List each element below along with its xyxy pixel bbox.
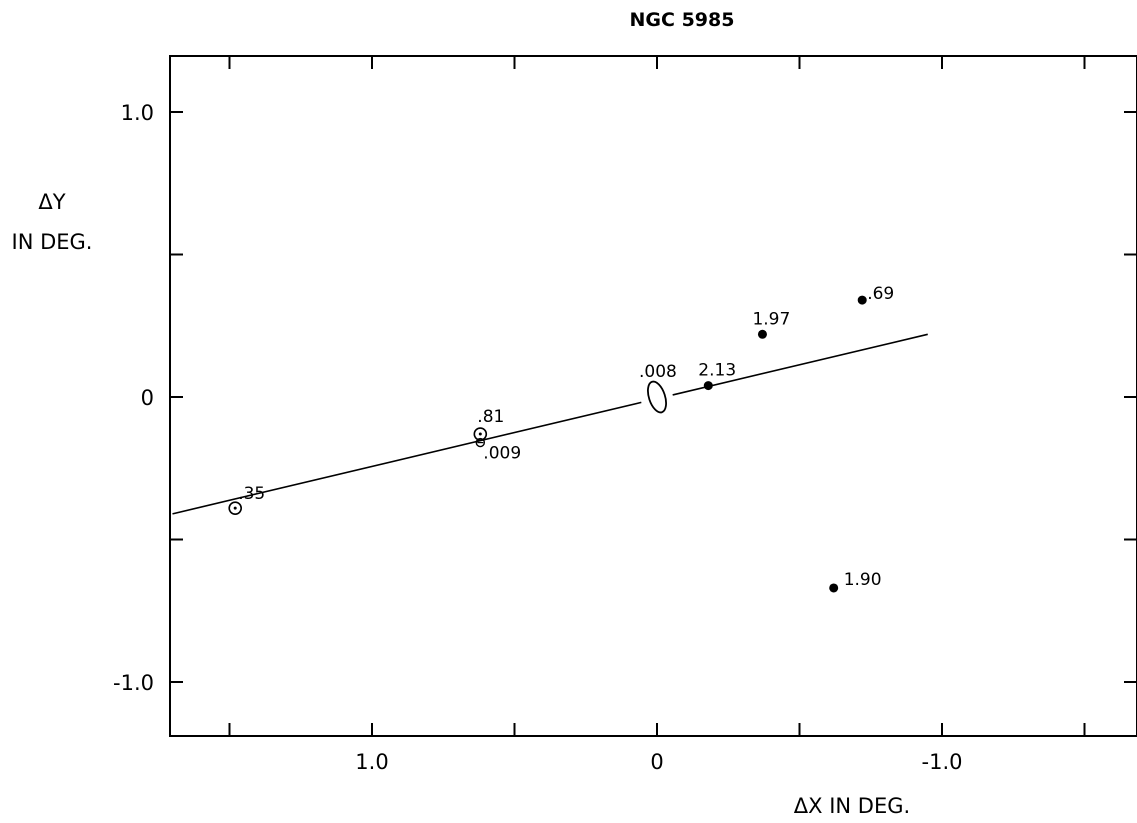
y-axis-label-line2: IN DEG.: [12, 230, 93, 254]
data-point-filled: [703, 381, 713, 391]
plot-frame: [169, 55, 1137, 737]
data-point-label: .009: [483, 444, 521, 464]
fit-line: [172, 401, 642, 515]
x-tick-label: -1.0: [922, 750, 963, 774]
tick-labels: 1.0 0 -1.0 1.0 0 -1.0: [113, 101, 962, 774]
x-tick-label: 0: [650, 750, 663, 774]
galaxy-ellipse: [647, 380, 667, 414]
data-point-label: .35: [238, 484, 265, 504]
data-point-open-small: [475, 437, 485, 448]
data-point-open-center: [478, 432, 482, 436]
x-tick-label: 1.0: [355, 750, 388, 774]
y-tick-label: -1.0: [113, 671, 154, 695]
data-point-open: [228, 501, 242, 515]
data-point-label: .69: [867, 284, 894, 304]
y-tick-label: 1.0: [121, 101, 154, 125]
data-marks: .008 .35 .81 .009 2.13 1.97 .69 1.90: [172, 284, 928, 593]
y-tick-label: 0: [141, 386, 154, 410]
data-point-open: [473, 427, 488, 441]
fit-line: [672, 333, 928, 396]
data-point-label: 1.97: [752, 309, 790, 329]
galaxy-label: .008: [639, 362, 677, 382]
data-point-filled: [757, 329, 767, 339]
chart-title: NGC 5985: [630, 9, 735, 31]
data-point-filled: [857, 295, 867, 305]
data-point-label: 2.13: [698, 361, 736, 381]
data-point-label: .81: [477, 407, 504, 427]
x-axis-label: ΔX IN DEG.: [794, 794, 910, 818]
data-point-label: 1.90: [844, 570, 882, 590]
tick-marks: [170, 56, 1137, 736]
y-axis-label-line1: ΔY: [38, 190, 65, 214]
data-point-filled: [829, 583, 839, 593]
data-point-open-center: [233, 506, 237, 510]
